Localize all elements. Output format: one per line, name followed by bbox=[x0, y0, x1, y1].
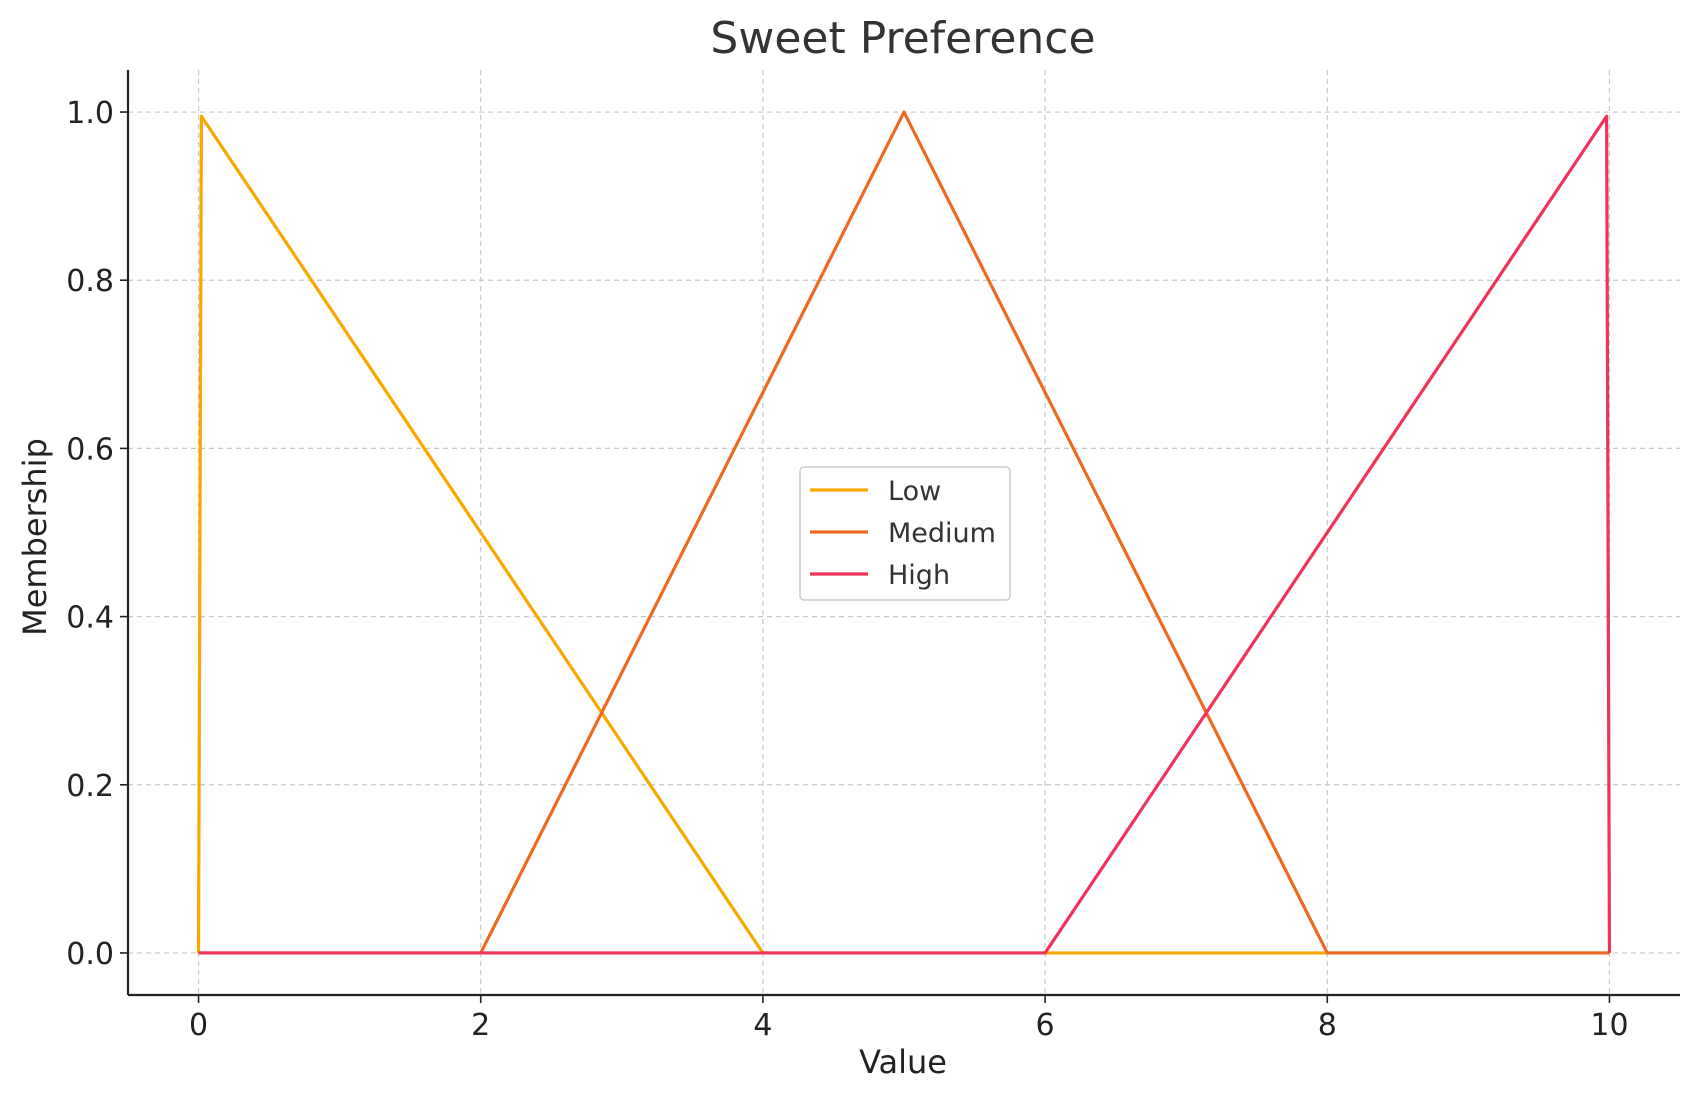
x-tick-label: 2 bbox=[471, 1008, 490, 1043]
series-line-low bbox=[196, 114, 1610, 955]
y-axis-title: Membership bbox=[16, 438, 54, 636]
y-tick-label: 1.0 bbox=[66, 96, 114, 131]
axes bbox=[126, 70, 1680, 997]
legend-label-high: High bbox=[888, 560, 950, 591]
legend-label-medium: Medium bbox=[888, 518, 996, 549]
x-axis-title: Value bbox=[859, 1043, 947, 1081]
x-tick-label: 6 bbox=[1036, 1008, 1055, 1043]
y-tick-label: 0.4 bbox=[66, 601, 114, 636]
x-tick-label: 10 bbox=[1590, 1008, 1628, 1043]
x-tick-label: 4 bbox=[753, 1008, 772, 1043]
y-tick-label: 0.8 bbox=[66, 264, 114, 299]
y-tick-label: 0.2 bbox=[66, 769, 114, 804]
series-lines bbox=[196, 110, 1612, 955]
x-tick-label: 0 bbox=[189, 1008, 208, 1043]
y-tick-label: 0.6 bbox=[66, 432, 114, 467]
chart-title: Sweet Preference bbox=[710, 13, 1095, 64]
legend-label-low: Low bbox=[888, 476, 941, 507]
y-tick-label: 0.0 bbox=[66, 937, 114, 972]
ticks: 0 2 4 6 8 10 0.0 0.2 0.4 0.6 0.8 1.0 bbox=[66, 96, 1628, 1043]
series-line-high bbox=[198, 114, 1612, 955]
x-tick-label: 8 bbox=[1318, 1008, 1337, 1043]
legend: Low Medium High bbox=[799, 466, 1011, 601]
legend-box bbox=[799, 466, 1011, 601]
